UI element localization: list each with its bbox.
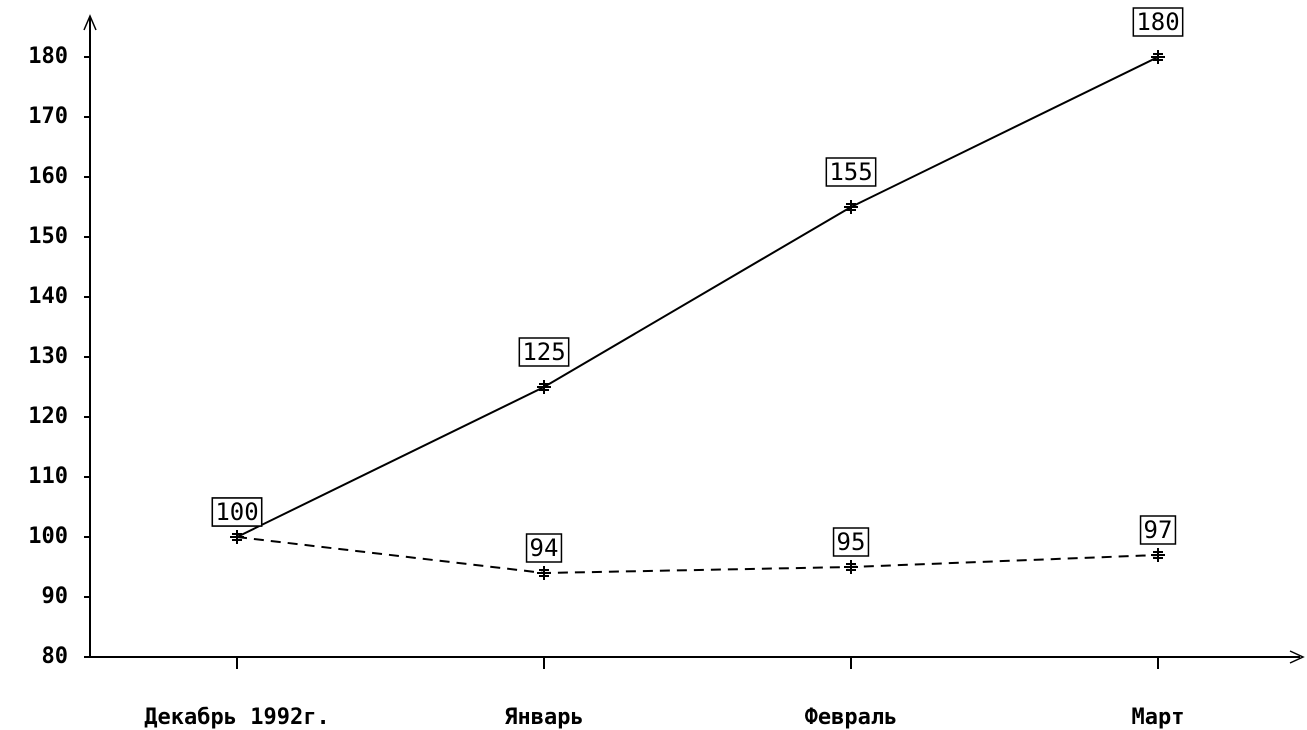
value-label: 180 [1136,8,1179,36]
value-label-box [825,157,877,187]
x-axis-arrow [1289,650,1305,664]
value-label-box [1132,7,1184,37]
y-tick-label: 110 [28,464,68,489]
x-tick-label: Февраль [805,705,898,730]
y-axis-arrow [83,14,97,31]
value-label-box [525,533,563,563]
point-marker [1151,50,1165,64]
point-marker [844,560,858,574]
value-label: 125 [522,338,565,366]
y-tick-label: 90 [42,584,69,609]
value-label-box [518,337,570,367]
y-tick-label: 120 [28,404,68,429]
point-marker [537,566,551,580]
y-tick-label: 130 [28,344,68,369]
point-marker [537,380,551,394]
value-label-box [211,497,263,527]
value-label: 100 [215,498,258,526]
value-label: 94 [530,534,559,562]
x-tick-label: Январь [504,705,583,730]
y-tick-label: 150 [28,224,68,249]
point-marker [844,200,858,214]
series-line [236,56,1159,538]
x-tick-label: Декабрь 1992г. [144,705,329,730]
value-label-box [1139,515,1177,545]
y-tick-label: 180 [28,44,68,69]
y-tick-label: 140 [28,284,68,309]
series-line [236,536,1159,575]
y-tick-label: 170 [28,104,68,129]
value-label-box [832,527,870,557]
value-label: 95 [837,528,866,556]
y-tick-label: 100 [28,524,68,549]
point-marker [230,530,244,544]
value-label: 155 [829,158,872,186]
y-tick-label: 160 [28,164,68,189]
point-marker [1151,548,1165,562]
y-tick-label: 80 [42,644,69,669]
value-label: 97 [1144,516,1173,544]
x-tick-label: Март [1132,705,1185,730]
